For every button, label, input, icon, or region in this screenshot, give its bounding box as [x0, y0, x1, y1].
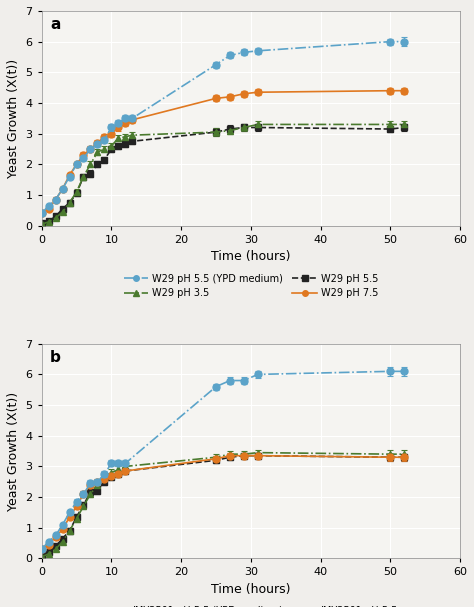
Y-axis label: Yeast Growth (X(t)): Yeast Growth (X(t)) [7, 59, 20, 178]
Text: b: b [50, 350, 61, 365]
Legend: W29 pH 5.5 (YPD medium), W29 pH 3.5, W29 pH 5.5, W29 pH 7.5: W29 pH 5.5 (YPD medium), W29 pH 3.5, W29… [120, 270, 382, 302]
X-axis label: Time (hours): Time (hours) [211, 583, 291, 596]
Y-axis label: Yeast Growth (X(t)): Yeast Growth (X(t)) [7, 392, 20, 510]
X-axis label: Time (hours): Time (hours) [211, 250, 291, 263]
Legend: JMY3501 pH 5.5 (YPD medium), JMY3501 pH 3.5, JMY3501 pH 5.5, JMY3501 pH 7.5: JMY3501 pH 5.5 (YPD medium), JMY3501 pH … [100, 603, 402, 607]
Text: a: a [50, 18, 60, 32]
